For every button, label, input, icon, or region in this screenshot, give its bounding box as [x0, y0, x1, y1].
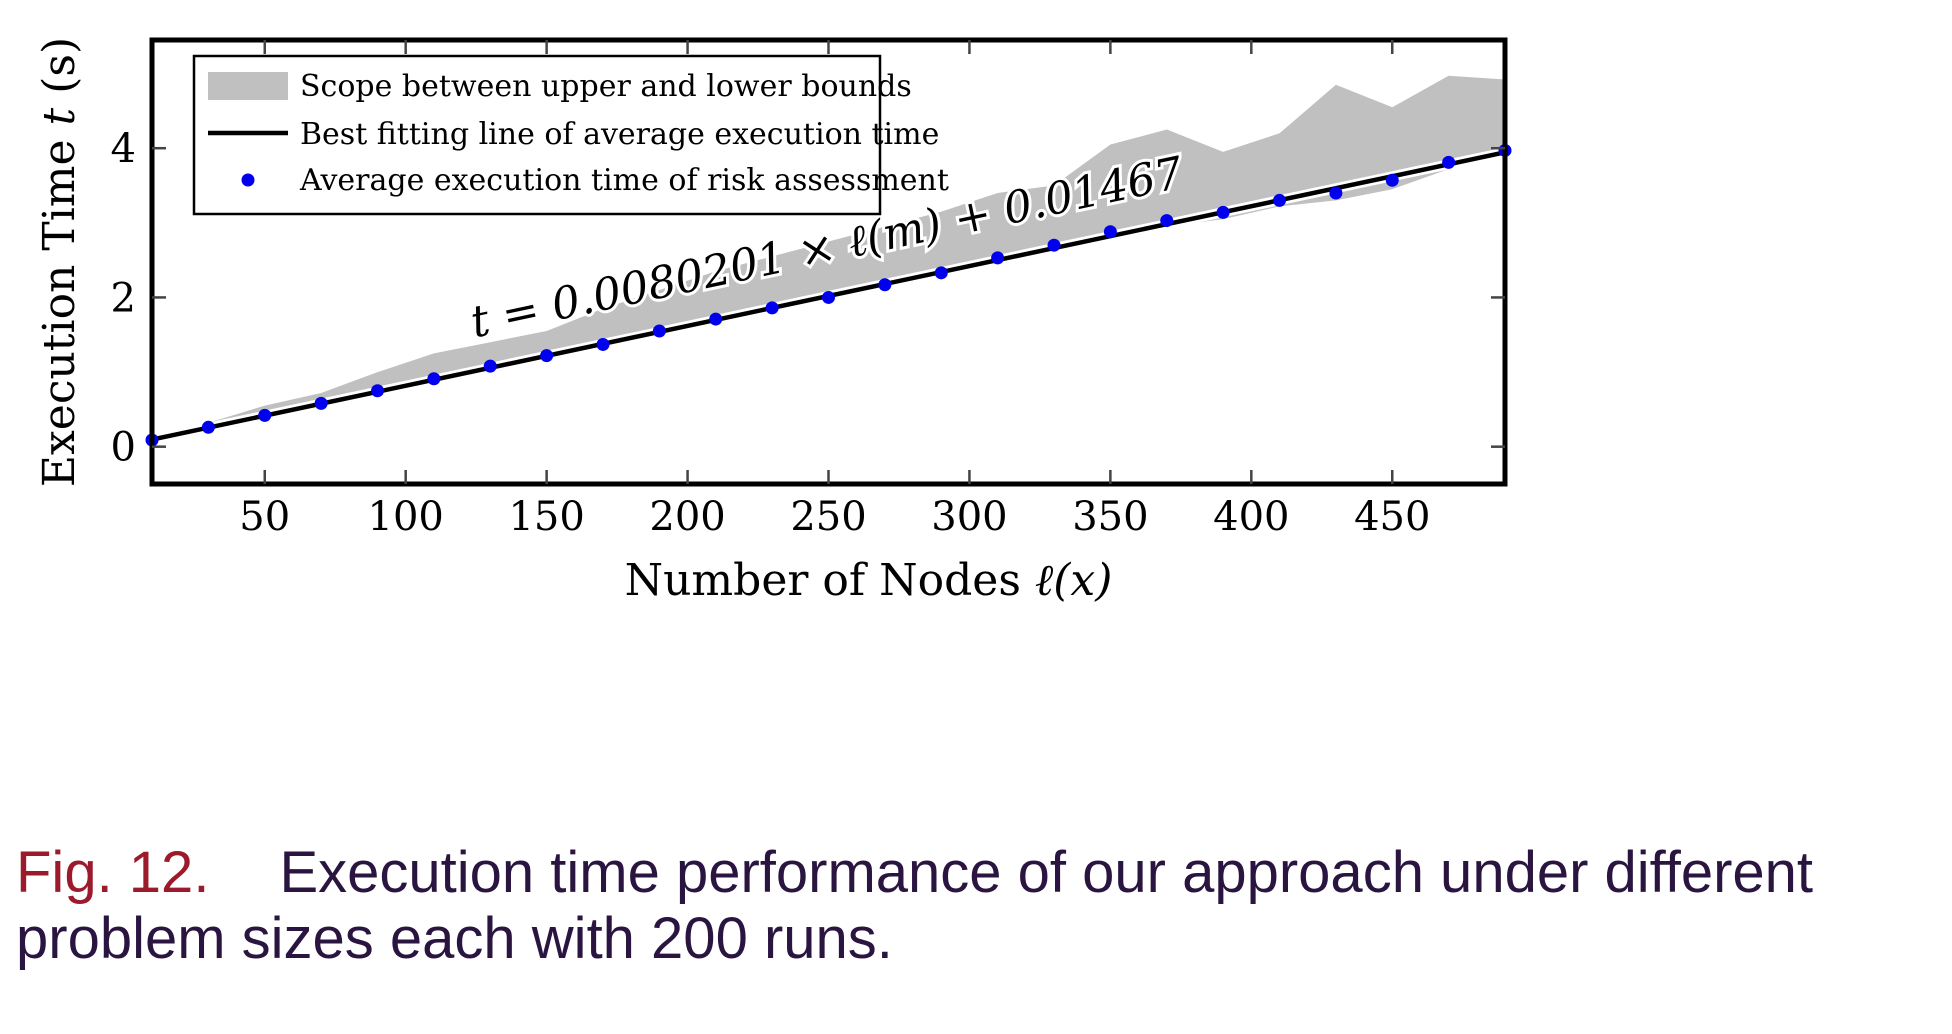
- average-point-350: [1103, 225, 1117, 239]
- average-point-150: [540, 349, 554, 363]
- average-point-50: [258, 408, 272, 422]
- average-point-210: [709, 312, 723, 326]
- plot-area: [145, 75, 1512, 447]
- y-tick-label-0: 0: [111, 425, 136, 471]
- average-point-470: [1442, 155, 1456, 169]
- x-tick-label-200: 200: [649, 494, 725, 540]
- y-tick-label-4: 4: [111, 126, 136, 172]
- legend-box: [192, 54, 882, 216]
- average-point-30: [201, 420, 215, 434]
- figure-caption: Fig. 12. Execution time performance of ou…: [16, 840, 1936, 972]
- x-tick-label-150: 150: [508, 494, 584, 540]
- average-point-390: [1216, 205, 1230, 219]
- x-tick-label-400: 400: [1213, 494, 1289, 540]
- y-axis: 0 2 4: [111, 126, 1505, 471]
- y-tick-label-2: 2: [111, 275, 136, 321]
- x-tick-label-50: 50: [239, 494, 290, 540]
- average-point-310: [991, 251, 1005, 265]
- x-axis: 50 100 150 200 250 300 350 400 450: [239, 40, 1430, 540]
- average-point-230: [765, 301, 779, 315]
- y-axis-label: Execution Time t (s): [34, 37, 85, 487]
- legend: Scope between upper and lower bounds Bes…: [192, 54, 949, 216]
- x-tick-label-100: 100: [368, 494, 444, 540]
- x-tick-label-350: 350: [1072, 494, 1148, 540]
- average-point-70: [314, 396, 328, 410]
- average-point-270: [878, 278, 892, 292]
- legend-label-area: Scope between upper and lower bounds: [300, 69, 912, 104]
- x-axis-label-text: Number of Nodes: [625, 555, 1035, 606]
- average-point-110: [427, 372, 441, 386]
- average-point-450: [1385, 173, 1399, 187]
- average-point-370: [1160, 214, 1174, 228]
- legend-label-line: Best fitting line of average execution t…: [300, 117, 939, 152]
- average-point-250: [822, 290, 835, 304]
- average-point-330: [1047, 238, 1061, 252]
- legend-area-swatch: [208, 72, 288, 100]
- x-tick-label-300: 300: [931, 494, 1007, 540]
- y-axis-label-text: Execution Time: [34, 125, 85, 487]
- average-point-90: [371, 384, 384, 398]
- average-point-190: [652, 324, 666, 338]
- legend-label-marker: Average execution time of risk assessmen…: [299, 163, 949, 198]
- average-point-410: [1273, 193, 1286, 207]
- average-point-290: [934, 266, 948, 280]
- average-point-170: [596, 337, 610, 351]
- y-axis-label-unit: (s): [34, 37, 85, 108]
- figure-caption-label: Fig. 12.: [16, 840, 210, 905]
- x-tick-label-450: 450: [1354, 494, 1430, 540]
- legend-marker-swatch: [241, 173, 255, 187]
- chart: t = 0.0080201 × ℓ(m) + 0.01467 50 100 150 2…: [34, 37, 1512, 606]
- average-point-430: [1329, 186, 1343, 200]
- x-axis-label-math: ℓ(x): [1035, 555, 1112, 606]
- x-tick-label-250: 250: [790, 494, 866, 540]
- bounds-band-area: [152, 75, 1505, 442]
- x-axis-label: Number of Nodes ℓ(x): [625, 555, 1113, 606]
- average-point-130: [483, 359, 497, 373]
- figure-caption-text: Execution time performance of our approa…: [16, 840, 1814, 971]
- y-axis-label-math: t: [34, 107, 85, 125]
